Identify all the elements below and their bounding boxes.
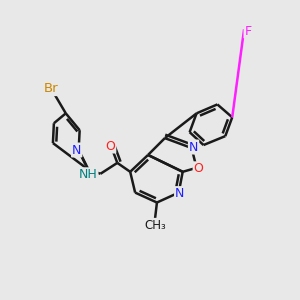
Text: O: O [194,162,203,175]
Text: N: N [175,187,184,200]
Text: O: O [105,140,115,152]
Text: F: F [244,25,252,38]
Text: N: N [189,140,198,154]
Text: Br: Br [44,82,58,95]
Text: NH: NH [79,168,98,181]
Text: N: N [72,143,81,157]
Text: CH₃: CH₃ [144,219,166,232]
